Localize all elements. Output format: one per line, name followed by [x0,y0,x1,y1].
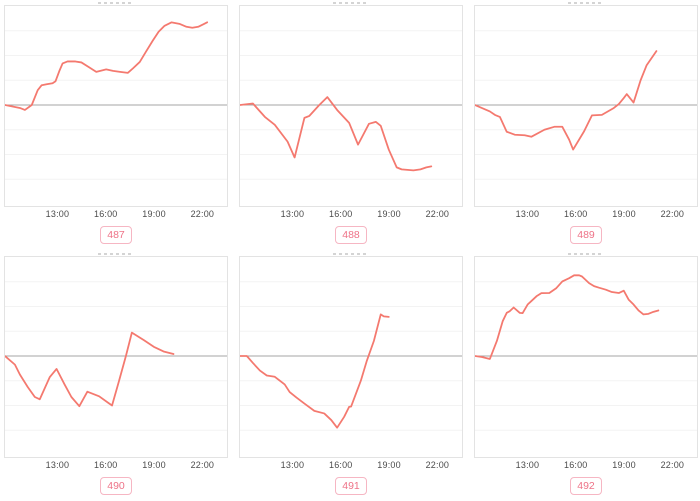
line-chart [240,281,462,431]
x-axis: 13:00 16:00 19:00 22:00 [4,209,228,222]
chart-id-badge[interactable]: 492 [570,476,602,495]
x-tick-label: 16:00 [93,460,118,470]
chart-card: 13:00 16:00 19:00 22:00 490 [4,251,228,495]
x-tick-label: 13:00 [45,209,70,219]
chart-card: 13:00 16:00 19:00 22:00 489 [474,0,698,244]
title-fragment-marks [333,253,369,255]
cropped-chart-title [4,251,228,256]
cropped-chart-title [4,0,228,5]
chart-panel [4,5,228,207]
title-fragment-marks [98,253,134,255]
x-tick-label: 13:00 [280,460,305,470]
x-tick-label: 22:00 [660,209,685,219]
x-tick-label: 22:00 [190,460,215,470]
x-tick-label: 19:00 [142,209,166,219]
cropped-chart-title [474,0,698,5]
x-tick-label: 16:00 [328,460,353,470]
x-tick-label: 13:00 [515,209,540,219]
line-chart [475,274,697,431]
x-tick-label: 16:00 [93,209,118,219]
x-tick-label: 19:00 [377,460,401,470]
x-axis: 13:00 16:00 19:00 22:00 [4,460,228,473]
chart-id-badge[interactable]: 491 [335,476,367,495]
chart-panel [474,256,698,458]
chart-panel [239,256,463,458]
title-fragment-marks [333,2,369,4]
x-tick-label: 19:00 [142,460,166,470]
x-tick-label: 16:00 [563,460,588,470]
chart-panel [474,5,698,207]
x-axis: 13:00 16:00 19:00 22:00 [474,209,698,222]
x-axis: 13:00 16:00 19:00 22:00 [239,460,463,473]
chart-panel [239,5,463,207]
title-fragment-marks [568,253,604,255]
x-tick-label: 22:00 [425,460,450,470]
x-tick-label: 13:00 [515,460,540,470]
badge-row: 488 [239,225,463,244]
badge-row: 491 [239,476,463,495]
chart-id-badge[interactable]: 487 [100,225,132,244]
chart-id-badge[interactable]: 488 [335,225,367,244]
x-axis: 13:00 16:00 19:00 22:00 [239,209,463,222]
title-fragment-marks [98,2,134,4]
x-tick-label: 19:00 [377,209,401,219]
badge-row: 487 [4,225,228,244]
x-tick-label: 19:00 [612,460,636,470]
line-chart [5,281,227,431]
cropped-chart-title [239,251,463,256]
badge-row: 492 [474,476,698,495]
chart-panel [4,256,228,458]
chart-card: 13:00 16:00 19:00 22:00 492 [474,251,698,495]
line-chart [475,30,697,180]
x-tick-label: 13:00 [45,460,70,470]
line-chart [5,21,227,180]
chart-id-badge[interactable]: 490 [100,476,132,495]
line-chart [240,30,462,180]
badge-row: 489 [474,225,698,244]
x-tick-label: 16:00 [328,209,353,219]
chart-card: 13:00 16:00 19:00 22:00 487 [4,0,228,244]
x-tick-label: 22:00 [660,460,685,470]
cropped-chart-title [474,251,698,256]
badge-row: 490 [4,476,228,495]
cropped-chart-title [239,0,463,5]
chart-card: 13:00 16:00 19:00 22:00 488 [239,0,463,244]
x-tick-label: 13:00 [280,209,305,219]
chart-id-badge[interactable]: 489 [570,225,602,244]
x-tick-label: 22:00 [190,209,215,219]
x-tick-label: 22:00 [425,209,450,219]
x-tick-label: 19:00 [612,209,636,219]
x-tick-label: 16:00 [563,209,588,219]
title-fragment-marks [568,2,604,4]
chart-card: 13:00 16:00 19:00 22:00 491 [239,251,463,495]
x-axis: 13:00 16:00 19:00 22:00 [474,460,698,473]
